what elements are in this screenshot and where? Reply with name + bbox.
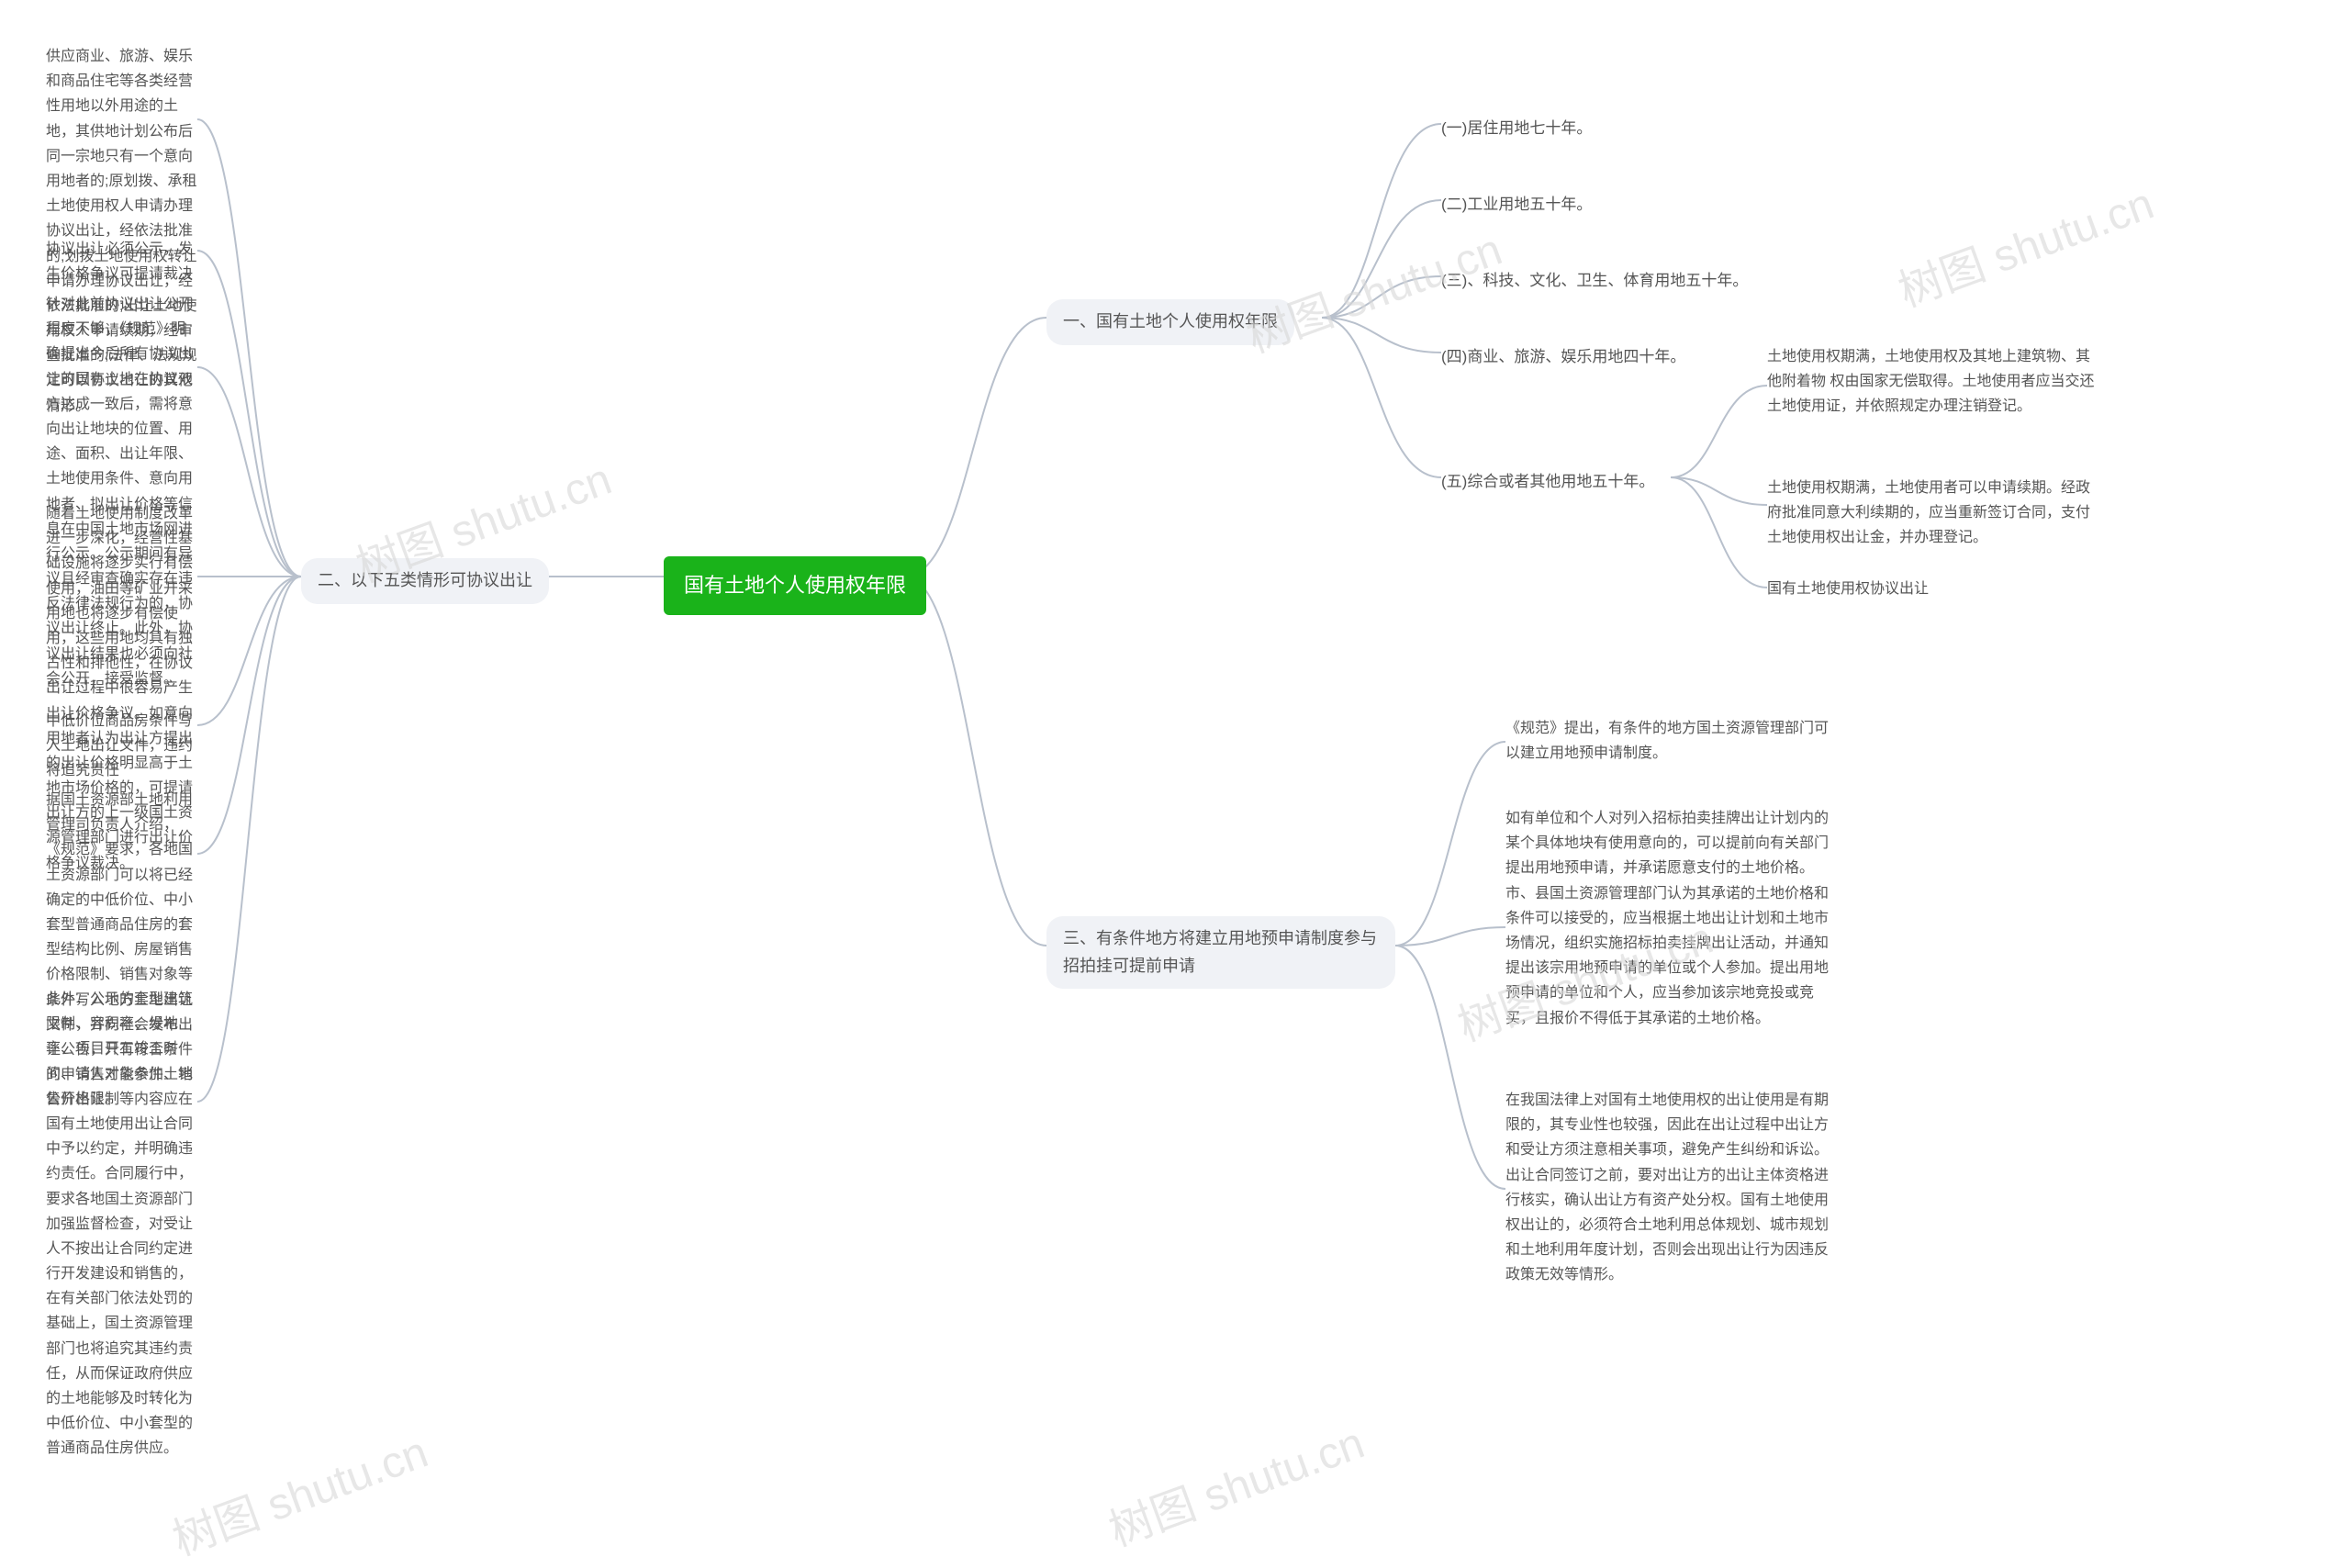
leaf-2-7: 此外，公示的套型建筑限制、容积率、绿地率、项目开工竣工时间、销售对象条件、销售价… [0, 987, 197, 1462]
leaf-1-1: (一)居住用地七十年。 [1441, 112, 1592, 145]
leaf-2-2: 协议出让必须公示，发生价格争议可提请裁决 [0, 237, 197, 286]
leaf-1-2: (二)工业用地五十年。 [1441, 188, 1592, 221]
branch-3-label: 三、有条件地方将建立用地预申请制度参与招拍挂可提前申请 [1063, 929, 1377, 975]
leaf-1-5-1: 土地使用权期满，土地使用权及其地上建筑物、其他附着物 权由国家无偿取得。土地使用… [1767, 344, 2102, 420]
branch-3[interactable]: 三、有条件地方将建立用地预申请制度参与招拍挂可提前申请 [1046, 916, 1395, 989]
leaf-2-5: 中低价位商品房条件写入土地出让文件，违约将追究责任 [0, 709, 197, 784]
leaf-1-5-3: 国有土地使用权协议出让 [1767, 577, 2102, 601]
leaf-3-3: 在我国法律上对国有土地使用权的出让使用是有期限的，其专业性也较强，因此在出让过程… [1505, 1088, 1841, 1288]
leaf-1-3: (三)、科技、文化、卫生、体育用地五十年。 [1441, 264, 1748, 297]
leaf-3-1: 《规范》提出，有条件的地方国土资源管理部门可以建立用地预申请制度。 [1505, 716, 1841, 766]
branch-2[interactable]: 二、以下五类情形可协议出让 [301, 558, 549, 604]
leaf-1-4: (四)商业、旅游、娱乐用地四十年。 [1441, 341, 1685, 374]
root-label: 国有土地个人使用权年限 [684, 574, 906, 597]
root-node[interactable]: 国有土地个人使用权年限 [664, 556, 926, 615]
leaf-1-5-2: 土地使用权期满，土地使用者可以申请续期。经政府批准同意大利续期的，应当重新签订合… [1767, 476, 2102, 551]
leaf-1-5: (五)综合或者其他用地五十年。 [1441, 465, 1654, 498]
leaf-3-2: 如有单位和个人对列入招标拍卖挂牌出让计划内的某个具体地块有使用意向的，可以提前向… [1505, 806, 1841, 1031]
connectors-layer [0, 0, 2350, 1524]
branch-2-label: 二、以下五类情形可协议出让 [318, 571, 532, 589]
branch-1-label: 一、国有土地个人使用权年限 [1063, 312, 1278, 330]
branch-1[interactable]: 一、国有土地个人使用权年限 [1046, 299, 1294, 345]
